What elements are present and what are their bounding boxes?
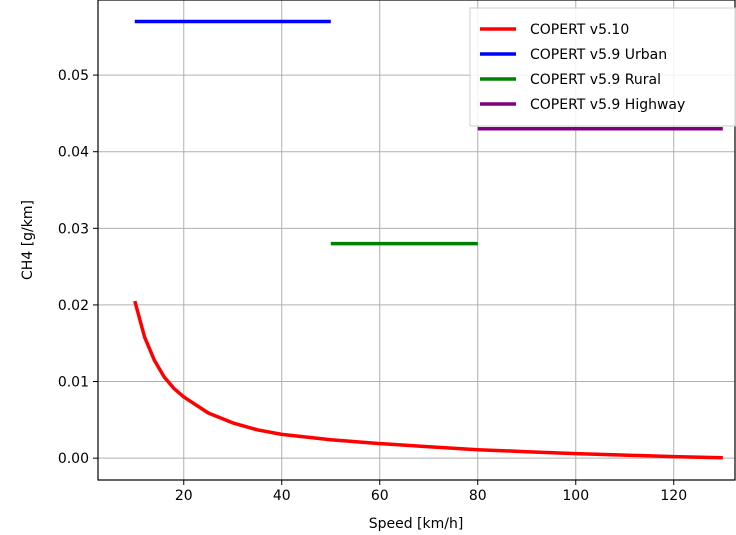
y-tick-label: 0.00: [58, 451, 89, 467]
series-layer: [133, 19, 723, 460]
x-axis-label: Speed [km/h]: [369, 516, 464, 532]
x-tick-label: 80: [469, 488, 487, 504]
y-tick-label: 0.02: [58, 298, 89, 314]
x-tick-label: 120: [660, 488, 687, 504]
x-tick-label: 60: [371, 488, 389, 504]
grid: [98, 0, 735, 480]
ticks: 20 40 60 80 100 120 0.00 0.01 0.02 0.03 0.04 0.05: [58, 68, 687, 504]
y-tick-label: 0.04: [58, 145, 89, 161]
x-tick-label: 100: [562, 488, 589, 504]
y-axis-label: CH4 [g/km]: [20, 200, 36, 280]
legend-label-3: COPERT v5.9 Rural: [530, 72, 661, 88]
legend: COPERT v5.10 COPERT v5.9 Urban COPERT v5.9…: [469, 7, 736, 127]
x-tick-label: 40: [273, 488, 291, 504]
y-tick-label: 0.05: [58, 68, 89, 84]
plot-frame: [97, 0, 736, 481]
legend-label-2: COPERT v5.9 Urban: [530, 47, 667, 63]
x-tick-label: 20: [175, 488, 193, 504]
legend-label-1: COPERT v5.10: [530, 22, 629, 38]
y-tick-label: 0.03: [58, 221, 89, 237]
series-line-1: [133, 300, 723, 460]
legend-label-4: COPERT v5.9 Highway: [530, 97, 685, 113]
y-tick-label: 0.01: [58, 375, 89, 391]
